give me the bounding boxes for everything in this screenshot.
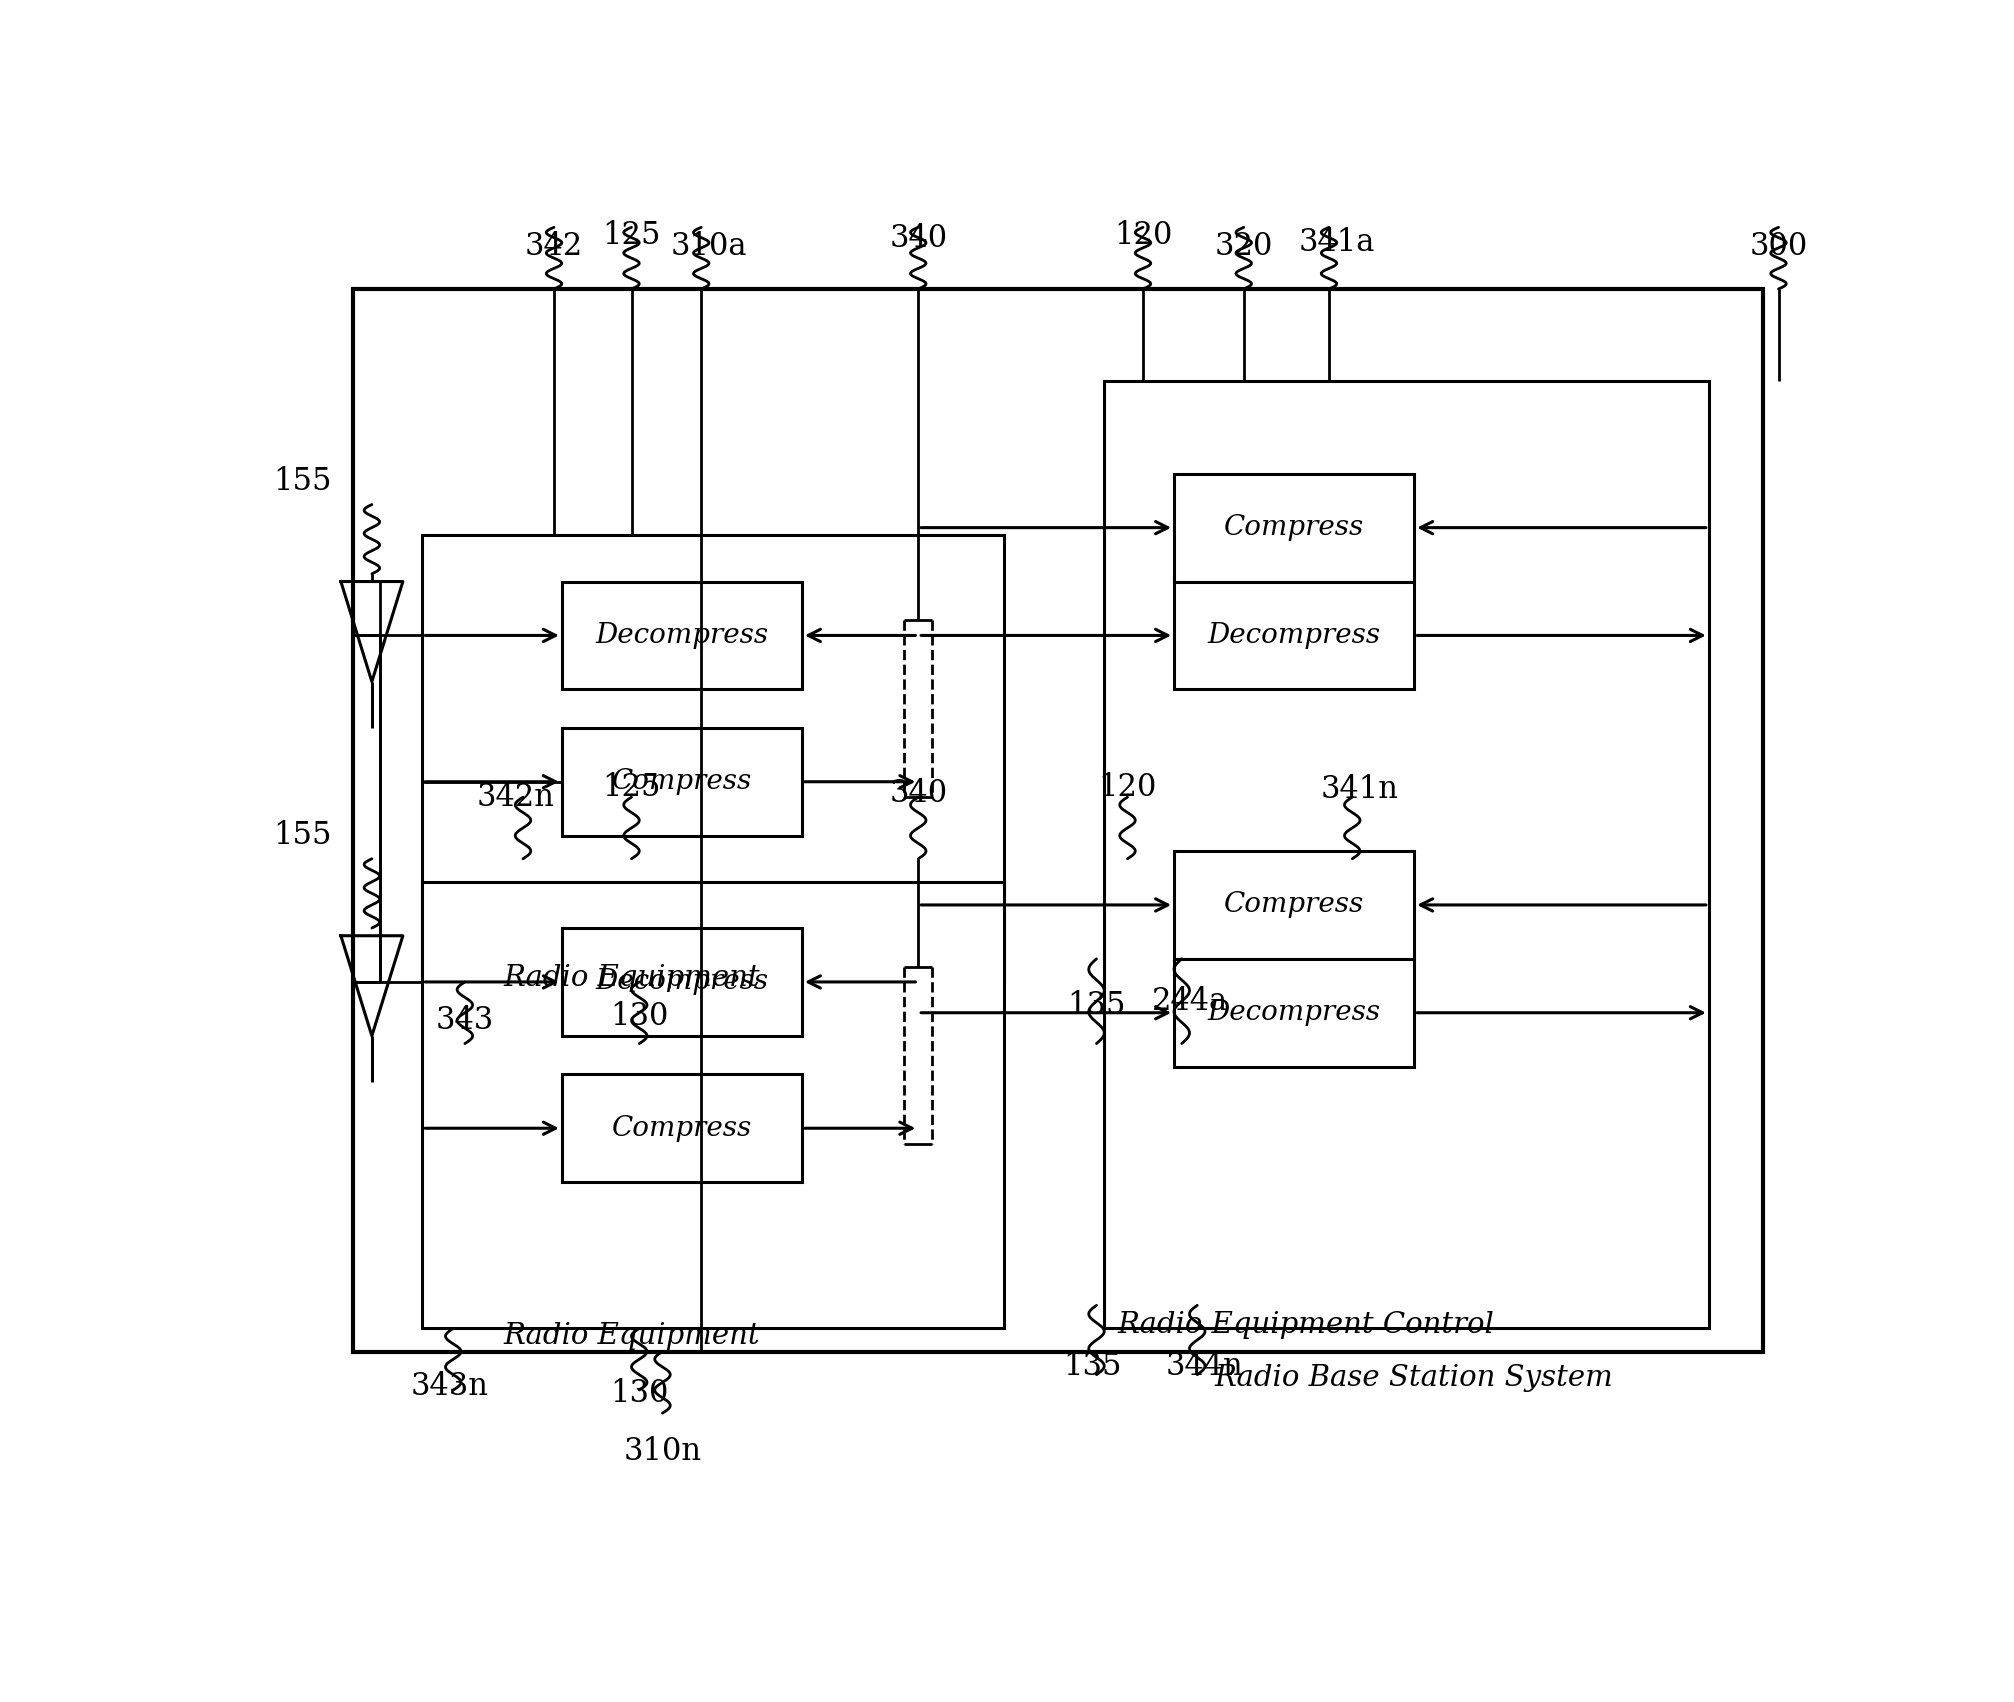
Text: 130: 130 <box>610 1001 669 1031</box>
Bar <box>352 289 1762 1351</box>
Text: Compress: Compress <box>1225 892 1363 919</box>
Text: Decompress: Decompress <box>596 968 769 996</box>
Bar <box>1174 582 1414 689</box>
Text: Compress: Compress <box>1225 514 1363 541</box>
Text: Decompress: Decompress <box>1208 999 1382 1026</box>
Text: 320: 320 <box>1214 231 1273 262</box>
Text: 130: 130 <box>610 1379 669 1409</box>
Bar <box>1104 381 1708 1329</box>
Text: Radio Equipment: Radio Equipment <box>504 1322 759 1350</box>
Text: Radio Equipment Control: Radio Equipment Control <box>1118 1311 1494 1338</box>
Text: 343: 343 <box>435 1004 493 1037</box>
Text: Decompress: Decompress <box>1208 621 1382 648</box>
Text: 125: 125 <box>602 773 661 803</box>
Text: 344n: 344n <box>1166 1351 1245 1382</box>
Text: Compress: Compress <box>612 1115 751 1142</box>
Bar <box>423 536 1003 982</box>
Text: 342n: 342n <box>475 781 554 812</box>
Text: 120: 120 <box>1114 220 1172 250</box>
Bar <box>423 882 1003 1329</box>
Bar <box>1174 958 1414 1067</box>
Bar <box>562 928 802 1037</box>
Text: 340: 340 <box>890 778 947 808</box>
Bar <box>1174 851 1414 958</box>
Text: 310n: 310n <box>624 1436 701 1467</box>
Bar <box>562 582 802 689</box>
Text: 135: 135 <box>1067 989 1126 1021</box>
Text: 120: 120 <box>1098 773 1156 803</box>
Text: 135: 135 <box>1063 1351 1122 1382</box>
Text: 155: 155 <box>272 820 332 851</box>
Text: 342: 342 <box>526 231 584 262</box>
Text: 244a: 244a <box>1152 985 1229 1016</box>
Bar <box>562 728 802 836</box>
Text: 341n: 341n <box>1321 774 1400 805</box>
Text: 125: 125 <box>602 220 661 250</box>
Text: 310a: 310a <box>671 231 747 262</box>
Text: 340: 340 <box>890 223 947 254</box>
Bar <box>1174 473 1414 582</box>
Text: 343n: 343n <box>411 1370 487 1402</box>
Bar <box>562 1074 802 1183</box>
Text: 300: 300 <box>1750 231 1809 262</box>
Text: Radio Base Station System: Radio Base Station System <box>1214 1365 1613 1392</box>
Text: Decompress: Decompress <box>596 621 769 648</box>
Text: 155: 155 <box>272 466 332 497</box>
Text: Compress: Compress <box>612 768 751 795</box>
Text: Radio Equipment: Radio Equipment <box>504 963 759 992</box>
Text: 341a: 341a <box>1299 228 1376 259</box>
